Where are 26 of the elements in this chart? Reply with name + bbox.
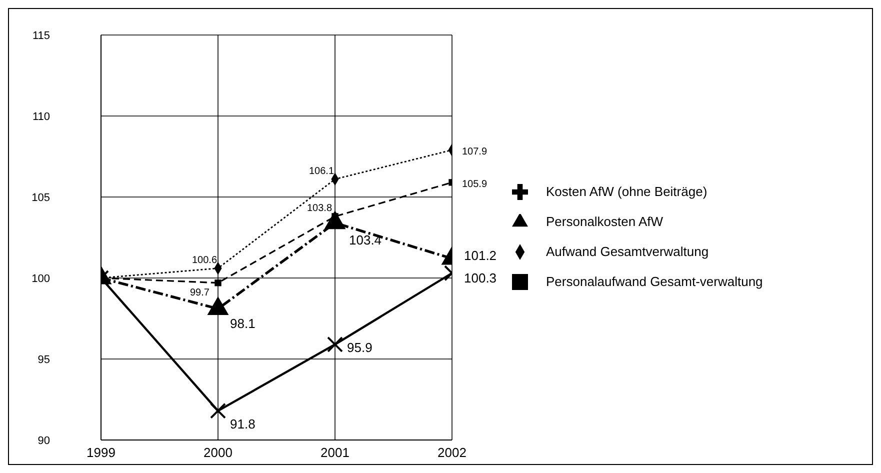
legend-label: Kosten AfW (ohne Beiträge) bbox=[546, 184, 708, 198]
x-tick-label: 2002 bbox=[438, 445, 466, 460]
y-tick-label: 110 bbox=[32, 110, 50, 123]
data-label: 99.7 bbox=[190, 288, 210, 298]
x-tick-label: 2000 bbox=[204, 445, 232, 460]
x-tick-label: 1999 bbox=[86, 445, 116, 460]
y-tick-label: 90 bbox=[38, 434, 50, 447]
data-label: 100.6 bbox=[192, 254, 218, 266]
x-tick-label: 2001 bbox=[320, 445, 350, 460]
legend-label: Personalkosten AfW bbox=[546, 214, 664, 228]
data-label: 91.8 bbox=[230, 416, 256, 432]
data-label: 105.9 bbox=[462, 179, 488, 190]
y-tick-label: 95 bbox=[38, 354, 50, 366]
data-label: 95.9 bbox=[347, 340, 372, 355]
y-tick-label: 115 bbox=[32, 30, 50, 42]
data-label: 107.9 bbox=[462, 146, 488, 158]
legend-label: Personalaufwand Gesamt-verwaltung bbox=[546, 274, 763, 288]
data-label: 103.8 bbox=[307, 203, 332, 214]
data-label: 98.1 bbox=[230, 316, 256, 332]
data-label: 100.3 bbox=[464, 270, 497, 286]
data-label: 106.1 bbox=[309, 166, 334, 177]
y-tick-label: 105 bbox=[32, 192, 50, 204]
data-label: 101.2 bbox=[464, 248, 497, 263]
legend-label: Aufwand Gesamtverwaltung bbox=[546, 244, 709, 258]
data-label: 103.4 bbox=[349, 232, 382, 248]
y-tick-label: 100 bbox=[32, 272, 50, 285]
